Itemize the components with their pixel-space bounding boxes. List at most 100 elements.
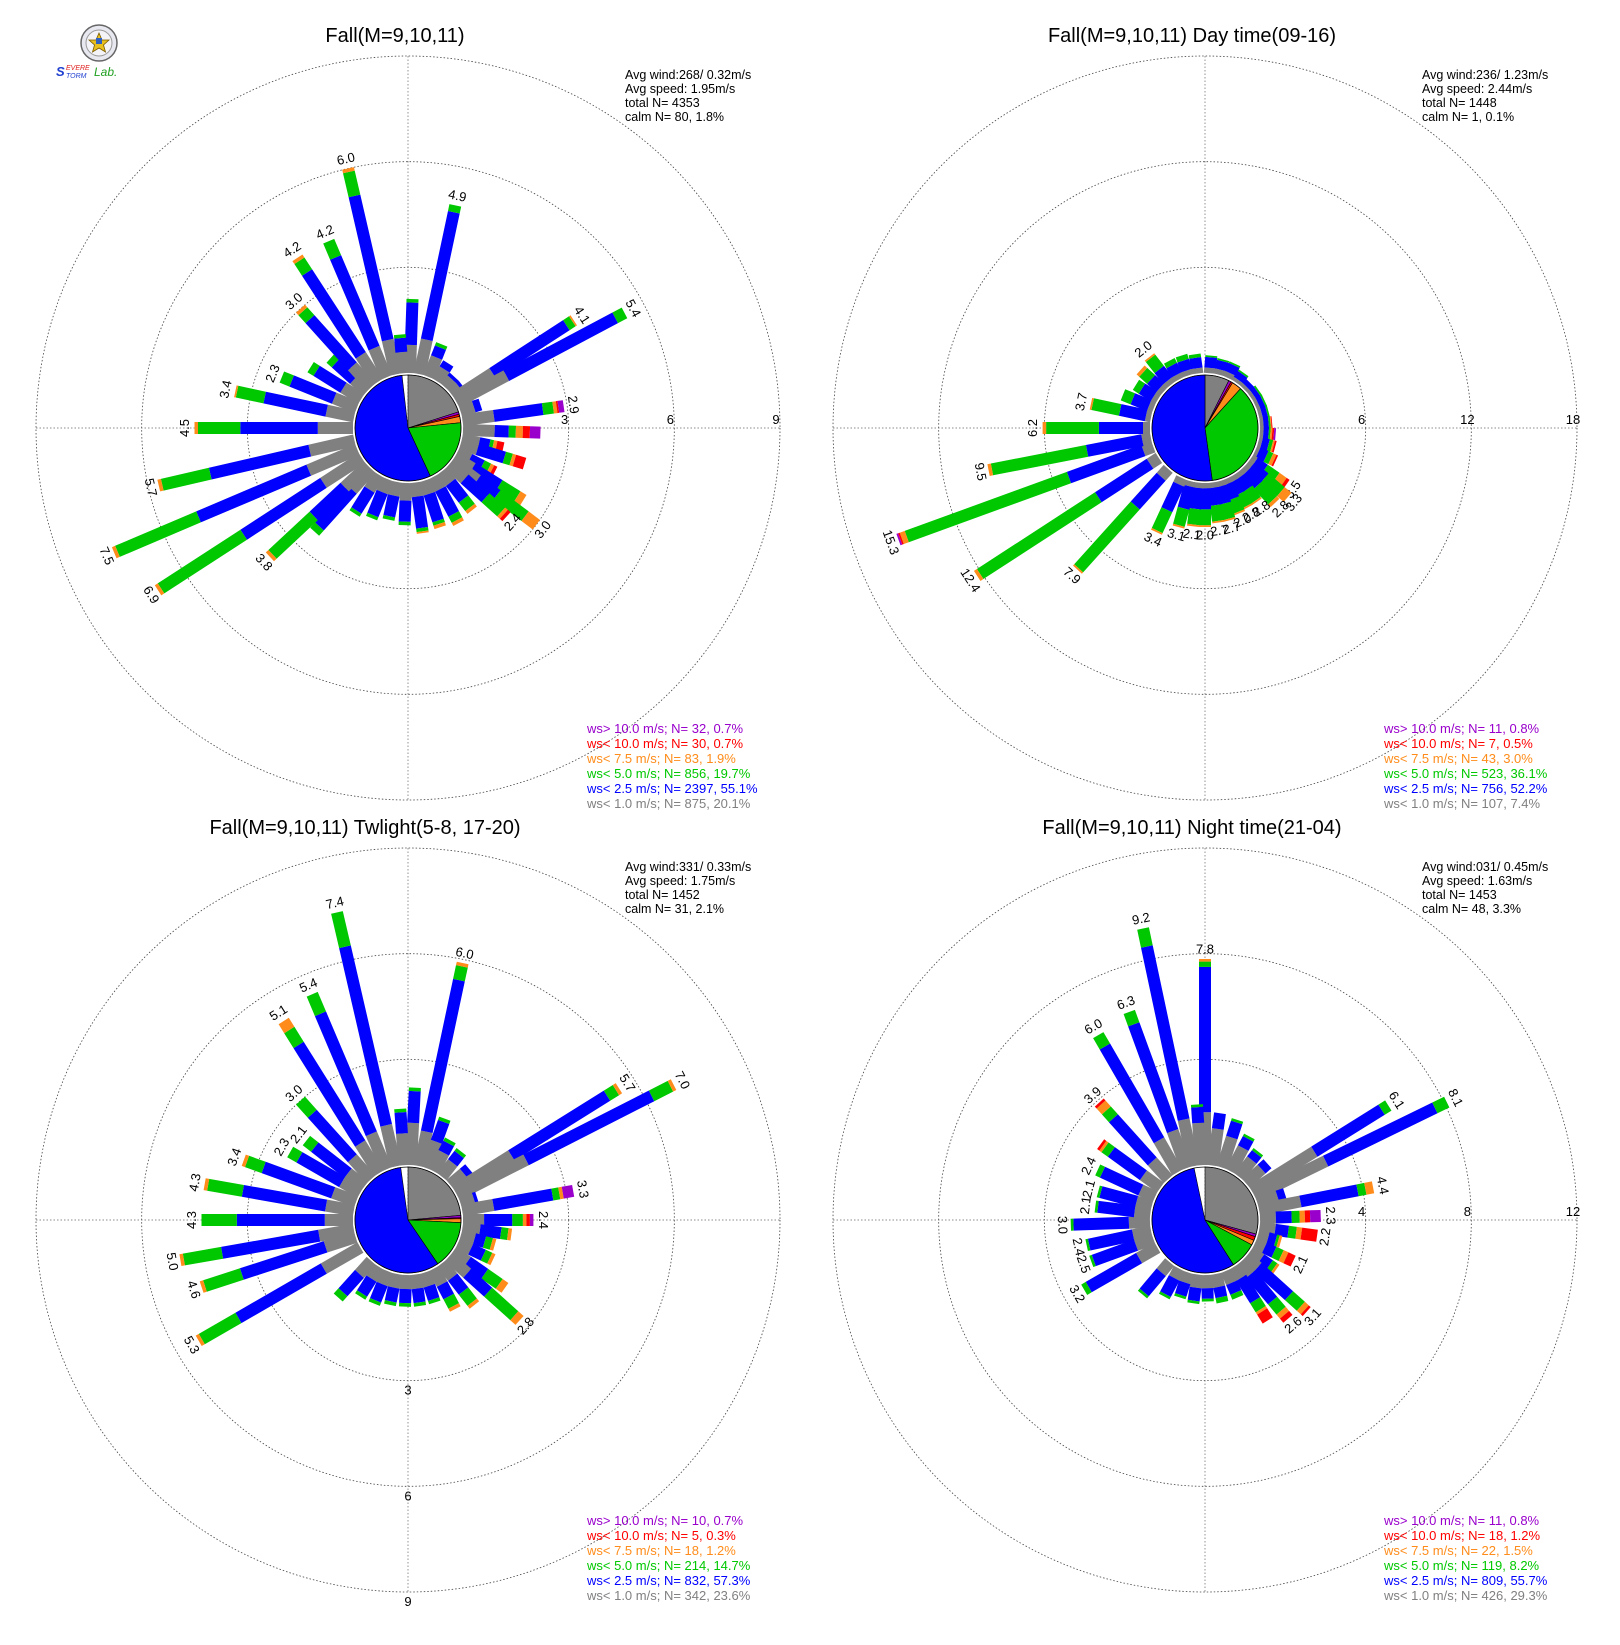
spoke-segment — [398, 521, 411, 526]
spoke-segment — [1128, 1022, 1179, 1134]
spoke-segment — [182, 1246, 224, 1266]
spoke-segment — [1189, 1273, 1204, 1289]
spoke-segment — [1153, 1137, 1183, 1176]
stats-line: total N= 1453 — [1422, 888, 1497, 902]
spoke-segment — [292, 254, 305, 264]
legend-entry: ws> 10.0 m/s; N= 10, 0.7% — [586, 1513, 744, 1528]
spoke-segment — [456, 961, 469, 968]
spoke-segment — [399, 482, 413, 501]
spoke-segment — [1091, 1239, 1138, 1267]
spoke-segment — [541, 401, 554, 415]
spoke-segment — [523, 1090, 655, 1166]
spoke-label: 5.0 — [164, 1251, 182, 1271]
spoke-label: 3.4 — [1142, 529, 1165, 550]
spoke-label: 6.0 — [335, 149, 356, 168]
spoke-segment — [309, 482, 349, 521]
spoke-segment — [1101, 1106, 1118, 1123]
svg-text:TORM: TORM — [66, 73, 87, 80]
spoke-segment — [437, 467, 456, 487]
spoke-segment — [263, 391, 328, 417]
spoke-segment — [1270, 440, 1275, 453]
spoke-segment — [350, 375, 372, 396]
spoke-segment — [413, 1301, 426, 1307]
legend-entry: ws< 2.5 m/s; N= 809, 55.7% — [1383, 1573, 1548, 1588]
spoke-segment — [1279, 1310, 1293, 1323]
spoke-segment — [311, 1142, 352, 1178]
stats-line: calm N= 48, 3.3% — [1422, 902, 1521, 916]
stats-line: total N= 1448 — [1422, 96, 1497, 110]
spoke-segment — [1269, 427, 1273, 440]
spoke-segment — [1143, 422, 1150, 434]
spoke-segment — [278, 1017, 295, 1034]
legend-entry: ws< 1.0 m/s; N= 107, 7.4% — [1383, 796, 1541, 811]
spoke-segment — [342, 167, 355, 174]
spoke-segment — [235, 1263, 327, 1324]
spoke-segment — [395, 351, 410, 374]
spoke-segment — [1147, 1157, 1173, 1184]
spoke-label: 7.0 — [672, 1069, 694, 1092]
spoke-segment — [293, 1041, 366, 1147]
stats-line: total N= 1452 — [625, 888, 700, 902]
ring-label: 3 — [404, 1383, 411, 1398]
spoke-segment — [484, 1214, 513, 1226]
spoke-segment — [1255, 447, 1269, 462]
spoke-segment — [1187, 508, 1201, 526]
spoke-label: 7.5 — [96, 545, 117, 568]
spoke-segment — [1300, 1305, 1311, 1317]
spoke-segment — [896, 533, 903, 546]
spoke-segment — [1200, 1274, 1214, 1289]
spoke-segment — [1276, 1306, 1290, 1319]
spoke-segment — [1151, 528, 1163, 535]
spoke-label: 5.7 — [142, 477, 161, 498]
spoke-segment — [201, 1214, 237, 1226]
spoke-segment — [1183, 479, 1197, 488]
spoke-segment — [1248, 1146, 1318, 1196]
spoke-segment — [1378, 1100, 1392, 1115]
spoke-segment — [1081, 1281, 1092, 1295]
spoke-segment — [411, 1287, 426, 1304]
spoke-segment — [308, 434, 356, 457]
spoke-segment — [384, 1286, 400, 1303]
spoke-segment — [296, 1152, 346, 1188]
spoke-segment — [1139, 1170, 1164, 1193]
spoke-segment — [1213, 1285, 1228, 1299]
spoke-segment — [1263, 451, 1274, 465]
spoke-segment — [302, 1135, 319, 1152]
spoke-segment — [522, 1214, 527, 1226]
spoke-segment — [451, 517, 464, 526]
spoke-segment — [1260, 394, 1267, 407]
spoke-segment — [419, 478, 436, 496]
spoke-segment — [603, 1085, 620, 1101]
spoke-segment — [1226, 1280, 1242, 1295]
spoke-segment — [454, 1148, 467, 1159]
spoke-segment — [302, 269, 366, 359]
spoke-segment — [1154, 365, 1173, 385]
spoke-segment — [502, 451, 513, 466]
spoke-segment — [208, 444, 312, 480]
spoke-segment — [1073, 1216, 1130, 1231]
spoke-segment — [1187, 1286, 1202, 1302]
legend-entry: ws< 1.0 m/s; N= 426, 29.3% — [1383, 1588, 1548, 1603]
spoke-segment — [1161, 481, 1185, 513]
spoke-segment — [404, 302, 419, 346]
spoke-segment — [355, 352, 384, 386]
spoke-segment — [1296, 1301, 1309, 1315]
spoke-segment — [1201, 1288, 1214, 1299]
spoke-segment — [160, 467, 212, 491]
spoke-segment — [1234, 1156, 1257, 1181]
grid-ring — [35, 55, 781, 801]
legend-entry: ws< 5.0 m/s; N= 119, 8.2% — [1383, 1558, 1540, 1573]
spoke-segment — [1099, 1166, 1144, 1196]
spoke-label: 2.7 — [1221, 518, 1242, 537]
spoke-segment — [453, 965, 468, 982]
spoke-segment — [1094, 1200, 1099, 1213]
spoke-segment — [307, 1109, 357, 1163]
spoke-segment — [1300, 1227, 1318, 1242]
spoke-segment — [503, 312, 618, 381]
spoke-label: 3.7 — [1072, 391, 1090, 412]
spoke-label: 15.3 — [880, 528, 903, 557]
spoke-segment — [241, 1154, 250, 1168]
spoke-segment — [448, 1273, 469, 1295]
spoke-segment — [1278, 1250, 1289, 1264]
